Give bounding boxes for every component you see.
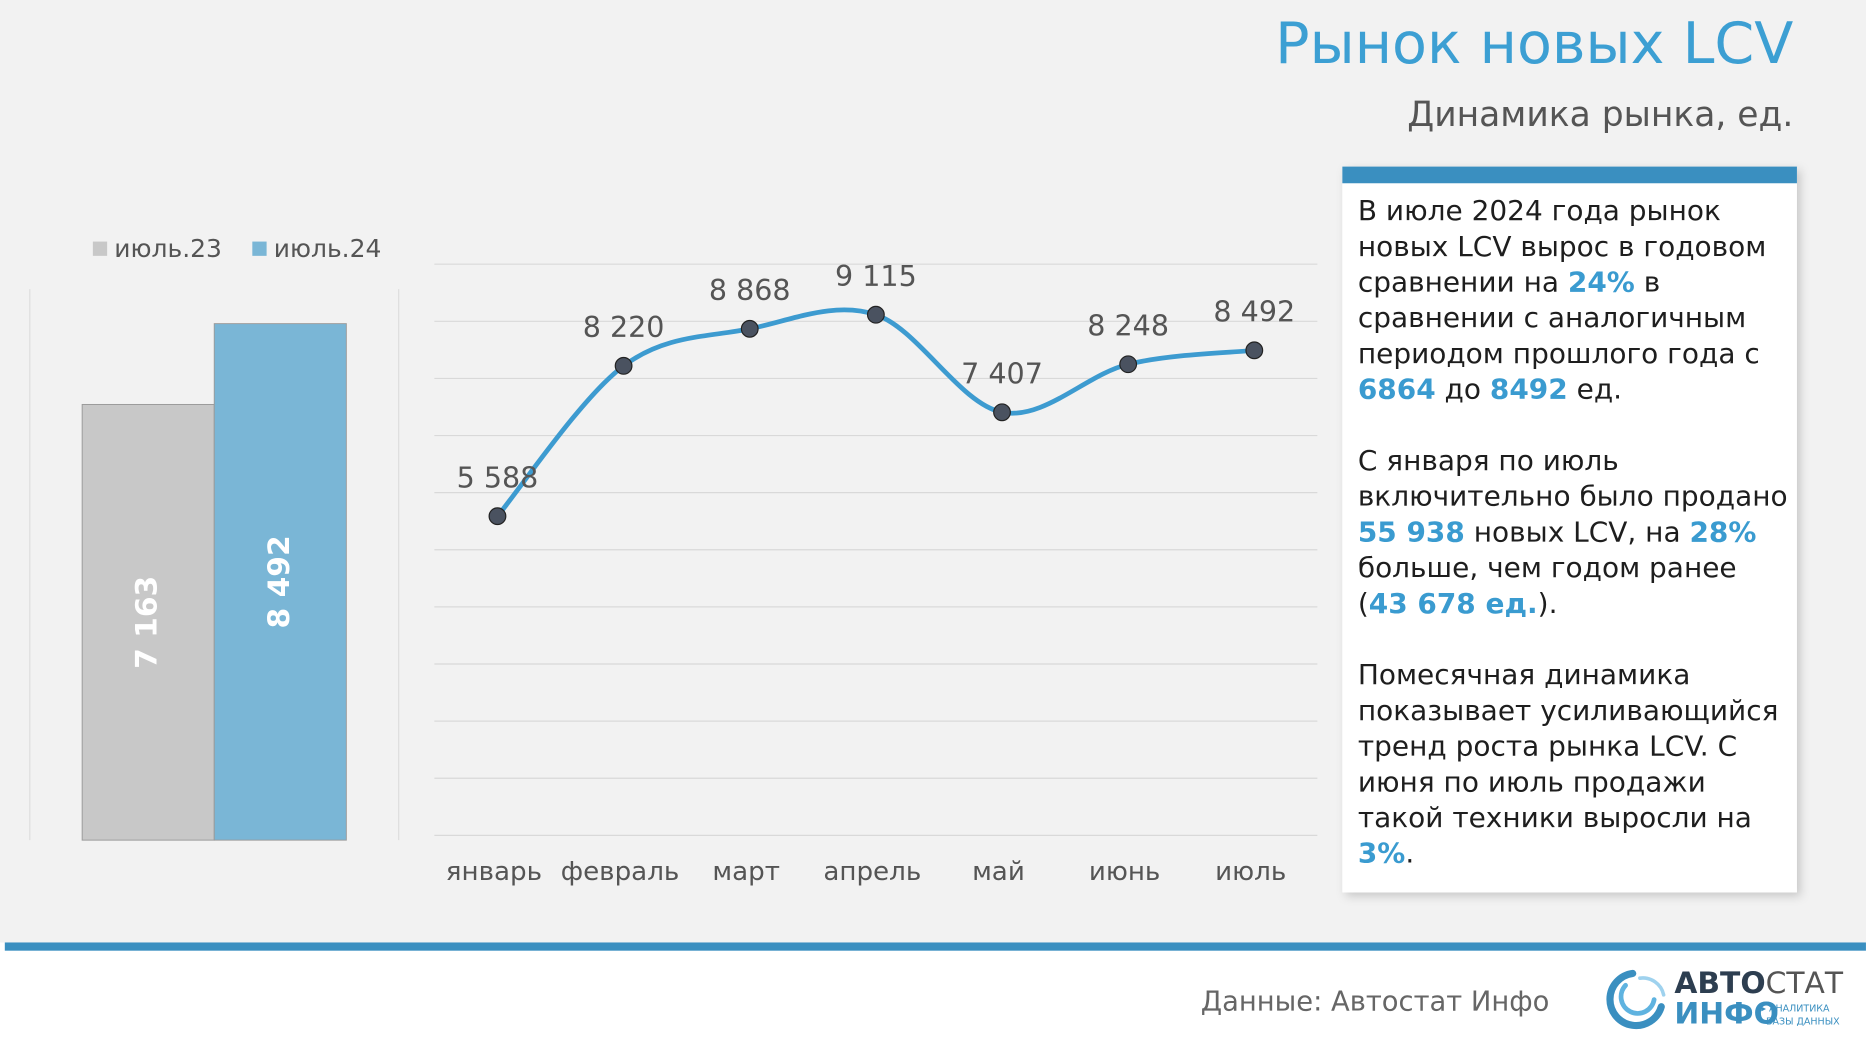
x-tick-label: июль (1215, 857, 1286, 887)
x-tick-label: февраль (561, 857, 680, 887)
highlight: 3% (1357, 836, 1406, 870)
panel-body: В июле 2024 года рынок новых LCV вырос в… (1358, 193, 1794, 871)
logo-tag: ▸ АНАЛИТИКА (1761, 1004, 1830, 1015)
legend-swatch (252, 241, 267, 256)
text: В июле 2024 года рынок новых LCV вырос в… (1357, 193, 1767, 299)
x-tick-label: март (712, 857, 780, 887)
marker (740, 319, 759, 338)
value-label: 8 220 (583, 310, 665, 344)
text: . (1405, 836, 1415, 870)
legend-swatch (92, 241, 108, 256)
highlight: 28% (1689, 515, 1757, 549)
value-label: 8 492 (1213, 294, 1295, 328)
highlight: 8492 (1489, 372, 1568, 406)
marker (993, 403, 1011, 422)
logo-text: АВТОСТАТ (1674, 966, 1844, 1001)
paragraph: С января по июль включительно было прода… (1358, 443, 1794, 621)
text: больше, чем годом ранее ( (1357, 550, 1737, 620)
panel-text: В июле 2024 года рынок новых LCV вырос в… (1358, 193, 1794, 871)
marker (1245, 341, 1264, 360)
value-label: 8 248 (1087, 308, 1169, 342)
text: ед. (1567, 372, 1623, 406)
paragraph: Помесячная динамика показывает усиливающ… (1358, 657, 1794, 871)
legend-label: июль.24 (274, 234, 382, 263)
x-tick-label: январь (446, 857, 542, 887)
title: Рынок новых LCV (1275, 11, 1793, 77)
divider (4, 942, 1866, 951)
highlight: 55 938 (1357, 515, 1465, 549)
bar (81, 403, 215, 841)
text: Помесячная динамика показывает усиливающ… (1357, 658, 1779, 835)
text: в сравнении с аналогичным периодом прошл… (1357, 265, 1760, 371)
logo-tag: БАЗЫ ДАННЫХ (1766, 1017, 1840, 1028)
legend-label: июль.23 (114, 234, 222, 263)
x-tick-label: апрель (823, 857, 921, 887)
logo-part: АВТО (1674, 966, 1765, 1001)
logo-part: СТАТ (1766, 966, 1844, 1001)
source: Данные: Автостат Инфо (1201, 987, 1550, 1018)
highlight: 6864 (1357, 372, 1436, 406)
subtitle: Динамика рынка, ед. (1407, 95, 1793, 135)
value-label: 8 868 (709, 273, 791, 307)
x-tick-label: май (972, 857, 1025, 887)
text: до (1435, 372, 1490, 406)
paragraph: В июле 2024 года рынок новых LCV вырос в… (1358, 193, 1794, 407)
text: С января по июль включительно было прода… (1357, 443, 1788, 513)
text: ). (1537, 586, 1558, 620)
footer-bg (0, 950, 1866, 1046)
value-label: 5 588 (457, 460, 539, 494)
x-tick-label: июнь (1089, 857, 1161, 887)
highlight: 43 678 ед. (1368, 586, 1538, 620)
bar-value-label: 8 492 (262, 535, 297, 628)
value-label: 9 115 (835, 259, 917, 293)
panel-strip (1342, 166, 1797, 184)
panel (1342, 166, 1797, 893)
marker (1119, 355, 1138, 374)
bar-value-label: 7 163 (130, 576, 165, 669)
bar (213, 323, 347, 841)
logo-icon (1606, 969, 1666, 1030)
highlight: 24% (1567, 265, 1635, 299)
marker (866, 305, 885, 324)
marker (488, 507, 507, 526)
value-label: 7 407 (961, 356, 1043, 390)
logo-part: ИНФО (1674, 997, 1779, 1032)
text: новых LCV, на (1464, 515, 1690, 549)
marker (614, 356, 633, 375)
